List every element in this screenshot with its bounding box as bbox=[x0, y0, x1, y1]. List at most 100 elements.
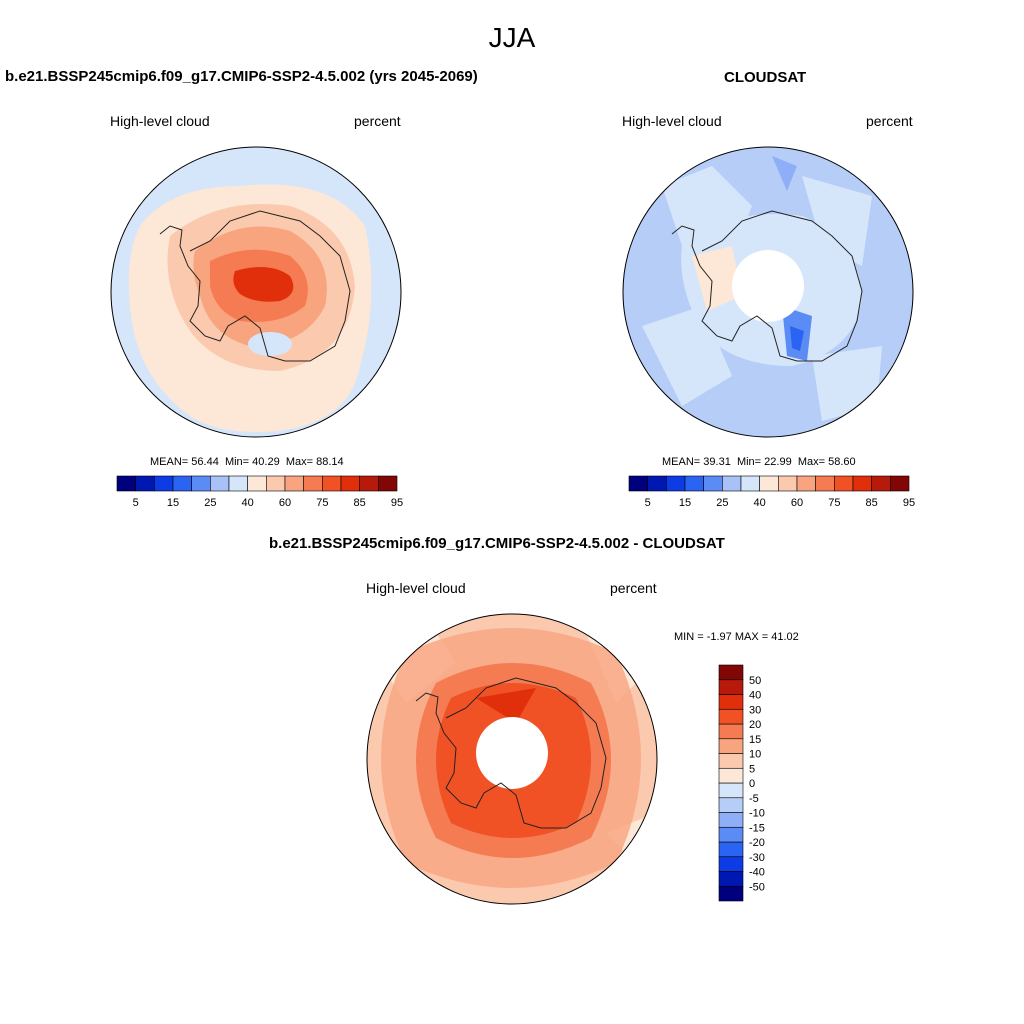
diff-colorbar-swatch bbox=[718, 753, 744, 769]
diff-colorbar-swatch bbox=[718, 679, 744, 695]
obs-coastline bbox=[671, 210, 863, 362]
obs-colorbar-swatch bbox=[628, 475, 648, 492]
model-coastline bbox=[159, 210, 351, 362]
model-colorbar-swatch bbox=[340, 475, 360, 492]
obs-colorbar-swatch bbox=[796, 475, 816, 492]
diff-variable-label: High-level cloud bbox=[366, 580, 466, 596]
model-colorbar-swatch bbox=[266, 475, 286, 492]
model-max-value: 88.14 bbox=[316, 456, 344, 468]
diff-colorbar-tick-label: 50 bbox=[749, 675, 761, 687]
diff-max-value: 41.02 bbox=[771, 631, 799, 643]
obs-polar-map bbox=[622, 146, 914, 438]
model-colorbar-swatch bbox=[116, 475, 136, 492]
obs-colorbar-tick-label: 60 bbox=[791, 497, 803, 509]
model-colorbar-tick-label: 60 bbox=[279, 497, 291, 509]
diff-colorbar-tick-label: -30 bbox=[749, 852, 765, 864]
model-colorbar-swatch bbox=[359, 475, 379, 492]
model-colorbar-tick-label: 5 bbox=[133, 497, 139, 509]
model-colorbar-swatch bbox=[228, 475, 248, 492]
obs-colorbar-tick-label: 95 bbox=[903, 497, 915, 509]
diff-colorbar-swatch bbox=[718, 723, 744, 740]
diff-colorbar-tick-label: -5 bbox=[749, 793, 759, 805]
season-title: JJA bbox=[488, 22, 536, 53]
model-colorbar-swatch bbox=[154, 475, 174, 492]
model-colorbar-swatch bbox=[284, 475, 304, 492]
diff-colorbar-tick-label: 5 bbox=[749, 763, 755, 775]
diff-colorbar-swatch bbox=[718, 856, 744, 872]
obs-min-value: 22.99 bbox=[764, 456, 792, 468]
model-map-border bbox=[110, 146, 402, 438]
obs-colorbar: 5 15 25 40 60 75 85 95 bbox=[628, 475, 915, 509]
obs-colorbar-swatch bbox=[852, 475, 872, 492]
diff-min-value: -1.97 bbox=[706, 631, 732, 643]
diff-colorbar-swatch bbox=[718, 782, 744, 799]
model-colorbar-tick-label: 85 bbox=[354, 497, 366, 509]
obs-colorbar-swatch bbox=[722, 475, 742, 492]
model-units-label: percent bbox=[354, 113, 401, 129]
obs-colorbar-tick-label: 5 bbox=[645, 497, 651, 509]
diff-colorbar-tick-label: 20 bbox=[749, 719, 761, 731]
diff-units-label: percent bbox=[610, 580, 657, 596]
model-colorbar-tick-label: 25 bbox=[204, 497, 216, 509]
diff-colorbar-swatch bbox=[718, 797, 744, 813]
diff-colorbar-swatch bbox=[718, 885, 744, 902]
model-polar-map bbox=[110, 146, 402, 438]
diff-colorbar-tick-label: 0 bbox=[749, 778, 755, 790]
model-min-value: 40.29 bbox=[252, 456, 280, 468]
diff-colorbar-tick-label: -40 bbox=[749, 867, 765, 879]
diff-map-border bbox=[366, 613, 658, 905]
diff-colorbar-tick-label: 10 bbox=[749, 749, 761, 761]
diff-coastline bbox=[415, 677, 607, 829]
diff-colorbar-swatch bbox=[718, 694, 744, 710]
obs-colorbar-tick-label: 15 bbox=[679, 497, 691, 509]
obs-colorbar-swatch bbox=[684, 475, 704, 492]
obs-colorbar-swatch bbox=[815, 475, 835, 492]
diff-colorbar-swatch bbox=[718, 841, 744, 858]
diff-panel-title: b.e21.BSSP245cmip6.f09_g17.CMIP6-SSP2-4.… bbox=[269, 535, 725, 552]
model-colorbar-tick-label: 75 bbox=[316, 497, 328, 509]
diff-colorbar-swatch bbox=[718, 708, 744, 725]
model-colorbar-tick-label: 40 bbox=[242, 497, 254, 509]
obs-mean-value: 39.31 bbox=[703, 456, 731, 468]
obs-variable-label: High-level cloud bbox=[622, 113, 722, 129]
model-colorbar: 5 15 25 40 60 75 85 95 bbox=[116, 475, 403, 509]
obs-colorbar-swatch bbox=[647, 475, 667, 492]
model-panel-title: b.e21.BSSP245cmip6.f09_g17.CMIP6-SSP2-4.… bbox=[5, 68, 478, 85]
diff-polar-map bbox=[366, 613, 658, 905]
obs-colorbar-swatch bbox=[871, 475, 891, 492]
obs-map-border bbox=[622, 146, 914, 438]
diff-colorbar-swatch bbox=[718, 738, 744, 754]
diff-stats: MIN = -1.97 MAX = 41.02 bbox=[674, 631, 799, 643]
obs-colorbar-swatch bbox=[778, 475, 798, 492]
obs-panel-title: CLOUDSAT bbox=[724, 69, 807, 86]
diff-colorbar-swatch bbox=[718, 871, 744, 887]
obs-colorbar-tick-label: 75 bbox=[828, 497, 840, 509]
model-colorbar-swatch bbox=[191, 475, 211, 492]
diff-colorbar-swatch bbox=[718, 812, 744, 828]
obs-colorbar-swatch bbox=[740, 475, 760, 492]
diff-colorbar-tick-label: -10 bbox=[749, 808, 765, 820]
diff-colorbar-swatch bbox=[718, 826, 744, 843]
obs-max-value: 58.60 bbox=[828, 456, 856, 468]
diff-colorbar-tick-label: -50 bbox=[749, 881, 765, 893]
diff-colorbar-tick-label: 15 bbox=[749, 734, 761, 746]
model-colorbar-swatch bbox=[322, 475, 342, 492]
obs-colorbar-tick-label: 25 bbox=[716, 497, 728, 509]
model-stats: MEAN= 56.44 Min= 40.29 Max= 88.14 bbox=[150, 456, 344, 468]
model-colorbar-swatch bbox=[135, 475, 155, 492]
obs-colorbar-swatch bbox=[759, 475, 779, 492]
model-colorbar-swatch bbox=[247, 475, 267, 492]
diff-colorbar-tick-label: 30 bbox=[749, 704, 761, 716]
model-colorbar-swatch bbox=[172, 475, 192, 492]
diff-colorbar-swatch bbox=[718, 767, 744, 784]
model-colorbar-swatch bbox=[303, 475, 323, 492]
obs-colorbar-swatch bbox=[890, 475, 910, 492]
diff-colorbar-tick-label: -20 bbox=[749, 837, 765, 849]
model-variable-label: High-level cloud bbox=[110, 113, 210, 129]
model-colorbar-swatch bbox=[210, 475, 230, 492]
model-mean-value: 56.44 bbox=[191, 456, 219, 468]
model-colorbar-swatch bbox=[378, 475, 398, 492]
diff-colorbar-tick-label: 40 bbox=[749, 690, 761, 702]
obs-colorbar-swatch bbox=[666, 475, 686, 492]
